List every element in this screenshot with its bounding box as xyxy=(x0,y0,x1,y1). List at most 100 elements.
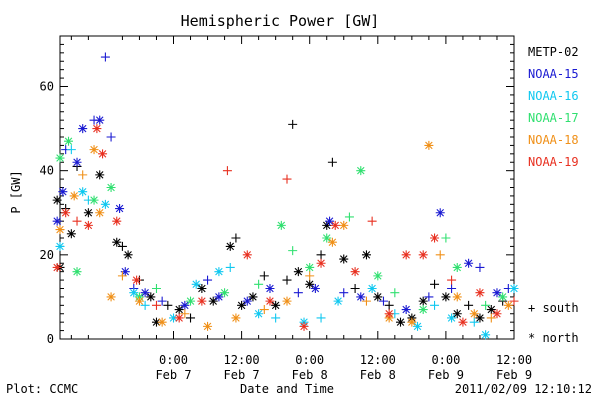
y-tick-label: 60 xyxy=(40,80,54,94)
data-point xyxy=(430,233,440,243)
data-point xyxy=(92,124,102,134)
data-point xyxy=(197,284,207,293)
data-point xyxy=(100,52,110,62)
y-axis-label: P [GW] xyxy=(9,170,23,213)
data-point xyxy=(186,296,196,306)
data-point xyxy=(58,187,68,197)
data-point xyxy=(132,275,142,285)
data-point xyxy=(339,288,349,298)
data-point xyxy=(447,313,457,323)
data-point xyxy=(288,246,298,256)
data-point xyxy=(265,284,275,293)
data-point xyxy=(72,157,82,167)
data-point xyxy=(78,124,88,134)
data-point xyxy=(305,271,315,281)
data-point xyxy=(151,284,161,293)
data-point xyxy=(276,220,286,230)
data-point xyxy=(509,284,519,293)
data-point xyxy=(180,300,190,310)
legend-entry: NOAA-18 xyxy=(528,133,579,147)
x-tick-date-label: Feb 7 xyxy=(155,368,191,382)
data-point xyxy=(299,321,309,331)
legend-entry: NOAA-15 xyxy=(528,67,579,81)
data-point xyxy=(361,296,371,306)
data-point xyxy=(66,229,76,239)
x-tick-time-label: 12:00 xyxy=(360,353,396,367)
data-point xyxy=(452,292,462,302)
data-point xyxy=(203,275,213,285)
data-point xyxy=(112,216,122,226)
data-point xyxy=(52,262,62,272)
x-tick-time-label: 0:00 xyxy=(295,353,324,367)
data-point xyxy=(458,317,468,327)
data-point xyxy=(441,292,451,302)
data-point xyxy=(157,317,167,327)
data-point xyxy=(254,309,264,319)
x-tick-date-label: Feb 7 xyxy=(224,368,260,382)
data-point xyxy=(106,292,116,302)
data-point xyxy=(220,288,230,298)
data-point xyxy=(447,284,457,293)
data-point xyxy=(134,296,144,306)
data-point xyxy=(78,170,88,180)
legend-entry: METP-02 xyxy=(528,45,579,59)
x-axis-label: Date and Time xyxy=(240,382,334,396)
data-point xyxy=(384,309,394,319)
data-point xyxy=(225,241,235,251)
data-point xyxy=(214,292,224,302)
data-point xyxy=(330,220,340,230)
data-point xyxy=(237,300,247,310)
data-point xyxy=(361,250,371,260)
data-point xyxy=(401,305,411,315)
data-point xyxy=(140,300,150,310)
x-tick-time-label: 12:00 xyxy=(496,353,532,367)
data-point xyxy=(390,288,400,298)
data-point xyxy=(498,292,508,302)
data-point xyxy=(367,284,377,293)
data-point xyxy=(242,250,252,260)
data-point xyxy=(344,212,354,222)
data-point xyxy=(203,321,213,331)
data-point xyxy=(69,191,79,201)
data-point xyxy=(55,225,65,235)
data-point xyxy=(469,317,479,327)
legend-entry: NOAA-16 xyxy=(528,89,579,103)
data-point xyxy=(197,296,207,306)
x-tick-time-label: 12:00 xyxy=(224,353,260,367)
data-point xyxy=(430,279,440,289)
data-point xyxy=(367,216,377,226)
data-point xyxy=(248,292,258,302)
data-point xyxy=(129,288,139,298)
marker-legend-entry: * north xyxy=(528,331,579,345)
data-point xyxy=(163,300,173,310)
data-point xyxy=(151,317,161,327)
data-point xyxy=(180,309,190,319)
data-point xyxy=(418,305,428,315)
data-point xyxy=(327,157,337,167)
y-tick-label: 0 xyxy=(47,332,54,346)
data-point xyxy=(115,204,125,214)
data-point xyxy=(424,292,434,302)
data-point xyxy=(316,250,326,260)
data-point xyxy=(356,292,366,302)
data-point xyxy=(55,241,65,251)
data-point xyxy=(322,220,332,230)
x-tick-time-label: 0:00 xyxy=(431,353,460,367)
data-point xyxy=(106,183,116,192)
chart-title: Hemispheric Power [GW] xyxy=(181,12,380,30)
data-point xyxy=(225,262,235,272)
data-point xyxy=(174,313,184,323)
data-point xyxy=(83,208,93,218)
data-point xyxy=(242,296,252,306)
data-point xyxy=(83,220,93,230)
data-point xyxy=(481,330,491,340)
data-point xyxy=(430,300,440,310)
data-point xyxy=(339,254,349,264)
data-point xyxy=(112,237,122,247)
data-point xyxy=(464,300,474,310)
data-point xyxy=(95,208,105,218)
data-point xyxy=(117,271,127,281)
data-point xyxy=(424,140,434,150)
data-point xyxy=(452,309,462,319)
data-point xyxy=(322,233,332,243)
